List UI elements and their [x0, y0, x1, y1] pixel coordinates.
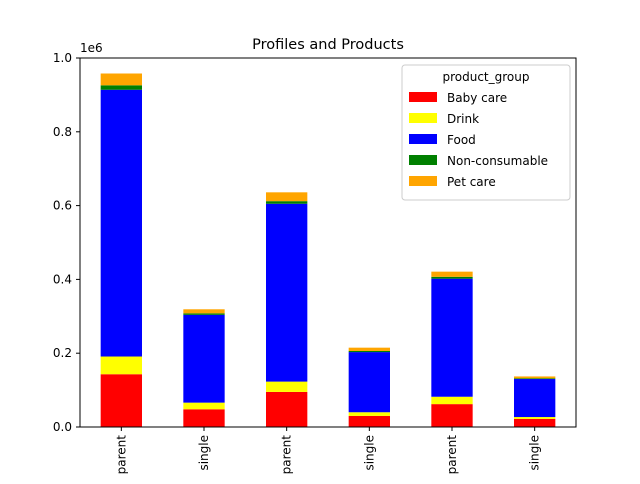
- chart-title: Profiles and Products: [252, 37, 404, 53]
- bar-segment-drink-2: [183, 402, 225, 410]
- axes-frame: [79, 57, 577, 428]
- x-tick-label: parent: [114, 435, 128, 475]
- bar-segment-non-consumable-6: [514, 378, 556, 380]
- legend-swatch-pet-care: [409, 176, 437, 186]
- plot-area: [100, 73, 556, 427]
- legend-label: Pet care: [447, 175, 496, 189]
- axes: 0.0 0.2 0.4 0.6 0.8 1.0 parent single parent sing…: [53, 51, 577, 475]
- bar-segment-non-consumable-4: [348, 350, 390, 353]
- y-tick-label: 0.8: [53, 125, 72, 139]
- legend-swatch-drink: [409, 113, 437, 123]
- bar-segment-baby-care-5: [431, 404, 473, 427]
- x-tick-label: single: [197, 435, 211, 471]
- legend-label: Non-consumable: [447, 154, 548, 168]
- y-axis-scale-label: 1e6: [80, 41, 103, 55]
- bar-segment-food-3: [266, 203, 308, 382]
- bar-segment-drink-4: [348, 412, 390, 416]
- bar-segment-drink-5: [431, 396, 473, 405]
- bar-segment-drink-1: [100, 356, 142, 375]
- bar-segment-pet-care-5: [431, 271, 473, 277]
- legend-title: product_group: [442, 70, 529, 84]
- y-tick-label: 0.6: [53, 199, 72, 213]
- y-tick-label: 0.2: [53, 346, 72, 360]
- bar-segment-baby-care-2: [183, 409, 225, 427]
- bar-segment-baby-care-1: [100, 374, 142, 427]
- bar-segment-food-4: [348, 352, 390, 413]
- bar-segment-food-1: [100, 89, 142, 357]
- legend-label: Food: [447, 133, 476, 147]
- legend: product_group Baby care Drink Food Non-consu…: [401, 64, 571, 201]
- bar-segment-baby-care-4: [348, 415, 390, 427]
- bar-segment-food-6: [514, 379, 556, 418]
- y-tick-label: 0.0: [53, 420, 72, 434]
- y-tick-label: 0.4: [53, 272, 72, 286]
- bar-segment-non-consumable-1: [100, 85, 142, 90]
- bar-segment-pet-care-4: [348, 347, 390, 351]
- bar-segment-food-2: [183, 314, 225, 403]
- bar-segment-non-consumable-2: [183, 313, 225, 315]
- x-tick-label: parent: [445, 435, 459, 475]
- legend-label: Baby care: [447, 91, 507, 105]
- legend-label: Drink: [447, 112, 479, 126]
- bar-segment-food-5: [431, 278, 473, 397]
- bar-segment-baby-care-6: [514, 418, 556, 427]
- y-tick-label: 1.0: [53, 51, 72, 65]
- x-tick-label: single: [528, 435, 542, 471]
- legend-swatch-non-consumable: [409, 155, 437, 165]
- bar-segment-drink-3: [266, 381, 308, 392]
- bar-segment-drink-6: [514, 417, 556, 419]
- bar-segment-pet-care-2: [183, 309, 225, 314]
- legend-box: [401, 64, 571, 201]
- bar-segment-non-consumable-5: [431, 276, 473, 279]
- bar-segment-non-consumable-3: [266, 201, 308, 204]
- legend-swatch-food: [409, 134, 437, 144]
- bar-segment-pet-care-6: [514, 376, 556, 379]
- bar-segment-pet-care-3: [266, 192, 308, 202]
- x-tick-label: single: [362, 435, 376, 471]
- bar-segment-baby-care-3: [266, 391, 308, 427]
- legend-swatch-baby-care: [409, 92, 437, 102]
- x-tick-label: parent: [280, 435, 294, 475]
- bar-segment-pet-care-1: [100, 73, 142, 86]
